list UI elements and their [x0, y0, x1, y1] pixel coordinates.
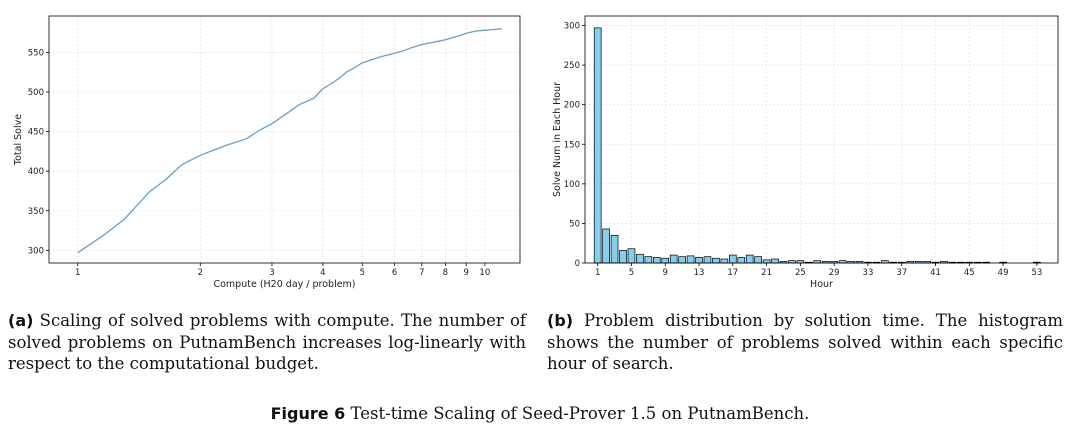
chart-b-bar [619, 249, 627, 264]
caption-b-tag: (b) [547, 311, 574, 330]
chart-a-xtick-label: 5 [360, 268, 365, 278]
chart-a-frame [48, 15, 521, 264]
caption-a: (a) Scaling of solved problems with comp… [8, 310, 526, 375]
figure-caption-text: Test-time Scaling of Seed-Prover 1.5 on … [350, 404, 810, 423]
chart-a-series-line [77, 28, 502, 254]
chart-b-xtick-label: 33 [863, 268, 874, 278]
chart-b-xlabel: Hour [810, 279, 833, 290]
chart-a-ytick-label: 350 [28, 207, 44, 217]
caption-a-text: Scaling of solved problems with compute.… [8, 311, 526, 373]
chart-b-bar [661, 257, 670, 264]
chart-b-xtick-label: 13 [694, 268, 705, 278]
chart-b-bar [728, 254, 737, 264]
chart-b-bar [593, 27, 602, 264]
chart-a-ytick-label: 300 [28, 246, 44, 256]
chart-b-xtick-label: 1 [595, 268, 600, 278]
chart-b-ylabel: Solve Num in Each Hour [552, 82, 563, 197]
chart-b-ytick-label: 0 [575, 259, 580, 269]
chart-b-bar [652, 257, 661, 264]
caption-b-text: Problem distribution by solution time. T… [547, 311, 1064, 373]
chart-b-bar [678, 256, 686, 264]
chart-b-ytick-label: 150 [564, 140, 580, 150]
chart-a-xtick-label: 6 [392, 268, 397, 278]
chart-b-bar [771, 258, 779, 264]
chart-a-ytick-label: 500 [28, 88, 44, 98]
chart-b-bar [737, 257, 746, 264]
chart-b-xtick-label: 53 [1031, 268, 1042, 278]
figure-caption-tag: Figure 6 [270, 404, 346, 423]
chart-b-xtick-label: 29 [829, 268, 840, 278]
chart-b-bar [745, 254, 754, 264]
chart-a-xtick-label: 8 [443, 268, 448, 278]
chart-a-xlabel: Compute (H20 day / problem) [213, 279, 355, 290]
chart-a-ytick-label: 550 [28, 48, 44, 58]
chart-a-xtick-label: 10 [479, 268, 490, 278]
caption-b: (b) Problem distribution by solution tim… [547, 310, 1063, 375]
chart-b-xtick-label: 5 [629, 268, 634, 278]
chart-a-xtick-label: 2 [198, 268, 203, 278]
chart-b-bar [695, 257, 703, 264]
chart-b-ytick-label: 200 [564, 101, 580, 111]
chart-a-xtick-label: 1 [75, 268, 80, 278]
chart-a-ylabel: Total Solve [13, 114, 24, 166]
chart-b-bar [762, 259, 771, 264]
chart-b-bar [686, 255, 695, 264]
chart-b-bar [627, 248, 636, 264]
chart-b-xtick-label: 37 [896, 268, 907, 278]
chart-a-ytick-label: 400 [28, 167, 44, 177]
chart-b-ytick-label: 100 [564, 180, 580, 190]
caption-a-tag: (a) [8, 311, 34, 330]
chart-b-bar [602, 228, 610, 264]
chart-b-ytick-label: 50 [569, 219, 580, 229]
chart-b-histogram: 1 5 9 13 17 21 25 29 33 37 41 45 49 53 0 50 100 150 200 250… [552, 15, 1059, 290]
chart-a-xtick-label: 7 [419, 268, 424, 278]
chart-a-xtick-label: 4 [320, 268, 325, 278]
chart-b-xtick-label: 17 [727, 268, 738, 278]
chart-b-xtick-label: 21 [761, 268, 772, 278]
chart-b-ytick-label: 300 [564, 22, 580, 32]
chart-b-bar [754, 256, 762, 264]
chart-a-xtick-label: 3 [269, 268, 274, 278]
chart-b-bar [669, 254, 678, 264]
chart-b-bar [644, 256, 653, 264]
chart-b-xtick-label: 25 [795, 268, 806, 278]
chart-b-bar [610, 234, 619, 264]
chart-b-xtick-label: 41 [930, 268, 941, 278]
chart-b-frame [584, 15, 1059, 264]
chart-b-xtick-label: 9 [663, 268, 668, 278]
chart-b-bar [636, 253, 644, 264]
chart-b-ytick-label: 250 [564, 61, 580, 71]
chart-b-xtick-label: 45 [964, 268, 975, 278]
chart-b-bar [720, 258, 729, 264]
chart-a-ytick-label: 450 [28, 128, 44, 138]
chart-b-bar [703, 256, 712, 264]
chart-a-xtick-label: 9 [464, 268, 469, 278]
chart-b-bar [712, 257, 720, 264]
chart-b-xtick-label: 49 [998, 268, 1009, 278]
figure-caption: Figure 6 Test-time Scaling of Seed-Prove… [0, 404, 1080, 423]
chart-a-line: 1 2 3 4 5 6 7 8 9 10 300 350 400 450 500 550 Compute (H2… [13, 15, 521, 290]
